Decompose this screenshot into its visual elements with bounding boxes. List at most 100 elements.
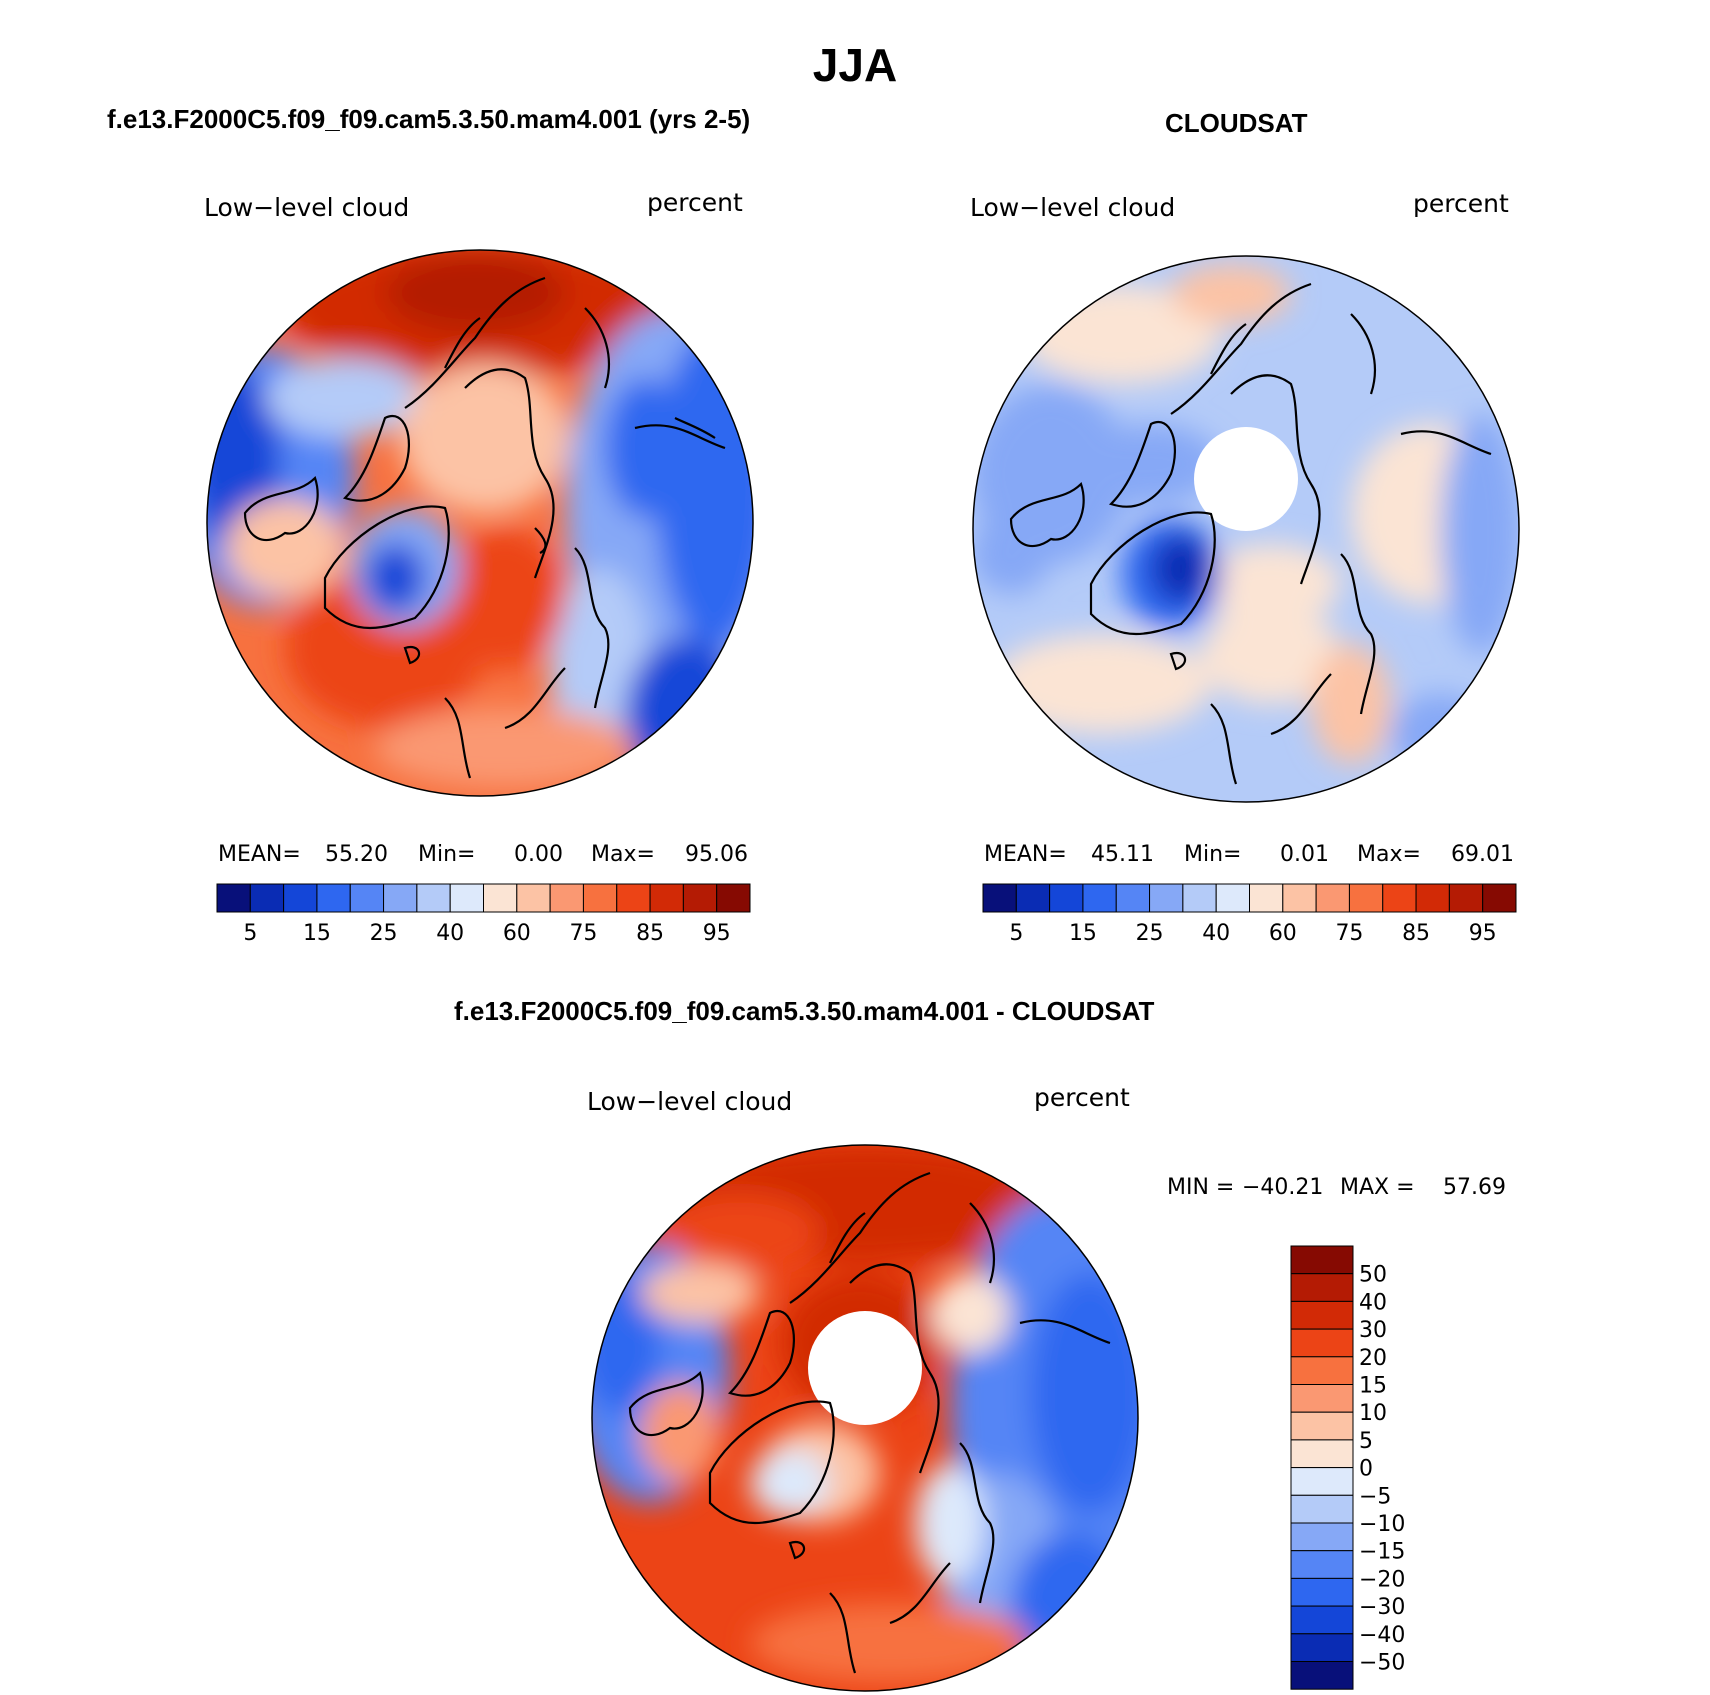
- colorbar-tick-label: 15: [303, 921, 331, 946]
- panel-3-max-value: 57.69: [1443, 1175, 1506, 1200]
- colorbar-box: [1290, 1522, 1354, 1552]
- panel-2-min-value: 0.01: [1280, 842, 1329, 867]
- colorbar-box: [1290, 1494, 1354, 1524]
- colorbar-box: [516, 883, 551, 913]
- panel-3-units-label: percent: [1034, 1083, 1130, 1112]
- colorbar-box: [1290, 1550, 1354, 1579]
- panel-1-min-label: Min=: [418, 842, 476, 867]
- colorbar-tick-label: 25: [1136, 921, 1164, 946]
- colorbar-tick-label: 75: [1335, 921, 1363, 946]
- colorbar-box: [1290, 1411, 1354, 1441]
- colorbar-box: [682, 883, 718, 913]
- panel-3-min-label: MIN =: [1167, 1175, 1235, 1200]
- colorbar-tick-label: 50: [1359, 1263, 1387, 1288]
- panel-3-min-value: −40.21: [1242, 1175, 1324, 1200]
- colorbar-box: [449, 883, 484, 913]
- colorbar-tick-label: −5: [1359, 1484, 1391, 1509]
- colorbar-tick-label: 5: [1009, 921, 1023, 946]
- colorbar-box: [649, 883, 684, 913]
- colorbar-box: [982, 883, 1017, 913]
- colorbar-tick-label: 95: [703, 921, 731, 946]
- figure-title: JJA: [812, 39, 898, 91]
- colorbar-box: [1290, 1633, 1354, 1662]
- colorbar-tick-label: −40: [1359, 1623, 1405, 1648]
- colorbar-box: [1315, 883, 1350, 913]
- colorbar-box: [1290, 1577, 1354, 1607]
- colorbar-tick-label: 85: [1402, 921, 1430, 946]
- colorbar-box: [1290, 1605, 1354, 1635]
- panel-1-max-label: Max=: [591, 842, 655, 867]
- colorbar-box: [1290, 1328, 1354, 1358]
- colorbar-box: [1290, 1245, 1354, 1275]
- colorbar-box: [316, 883, 351, 913]
- colorbar-box: [1249, 883, 1284, 913]
- colorbar-box: [1290, 1467, 1354, 1496]
- colorbar-box: [1482, 883, 1517, 913]
- colorbar-box: [582, 883, 618, 913]
- colorbar-tick-label: −30: [1359, 1595, 1405, 1620]
- colorbar-tick-label: 85: [636, 921, 664, 946]
- panel-1-colorbar: 5 15 25 40 60 75 85 95: [216, 883, 751, 946]
- colorbar-tick-label: 0: [1359, 1457, 1373, 1482]
- colorbar-tick-label: 75: [569, 921, 597, 946]
- colorbar-box: [1149, 883, 1184, 913]
- colorbar-tick-label: 40: [1359, 1290, 1387, 1315]
- colorbar-box: [1448, 883, 1484, 913]
- panel-1-min-value: 0.00: [514, 842, 563, 867]
- panel-1-variable-label: Low−level cloud: [204, 193, 410, 222]
- colorbar-box: [616, 883, 651, 913]
- colorbar-box: [416, 883, 451, 913]
- colorbar-box: [1015, 883, 1051, 913]
- panel-2-max-label: Max=: [1357, 842, 1421, 867]
- panel-1-polar-map: [206, 249, 754, 797]
- colorbar-box: [1215, 883, 1250, 913]
- panel-1-mean-label: MEAN=: [218, 842, 301, 867]
- colorbar-box: [483, 883, 518, 913]
- panel-2-variable-label: Low−level cloud: [970, 193, 1176, 222]
- colorbar-box: [1082, 883, 1117, 913]
- colorbar-tick-label: 40: [436, 921, 464, 946]
- colorbar-box: [1382, 883, 1417, 913]
- colorbar-box: [716, 883, 751, 913]
- colorbar-tick-label: 15: [1359, 1374, 1387, 1399]
- colorbar-box: [1290, 1273, 1354, 1302]
- colorbar-tick-label: 40: [1202, 921, 1230, 946]
- colorbar-box: [1290, 1300, 1354, 1330]
- panel-1-mean-value: 55.20: [325, 842, 388, 867]
- panel-3-variable-label: Low−level cloud: [587, 1087, 793, 1116]
- panel-1-max-value: 95.06: [685, 842, 748, 867]
- colorbar-tick-label: 5: [243, 921, 257, 946]
- panel-2-min-label: Min=: [1184, 842, 1242, 867]
- panel-3-max-label: MAX =: [1340, 1175, 1415, 1200]
- panel-1-units-label: percent: [647, 188, 743, 217]
- colorbar-tick-label: 25: [370, 921, 398, 946]
- colorbar-box: [283, 883, 318, 913]
- panel-2-polar-map: [972, 255, 1520, 803]
- colorbar-tick-label: −15: [1359, 1540, 1405, 1565]
- colorbar-box: [1290, 1439, 1354, 1469]
- panel-2-mean-label: MEAN=: [984, 842, 1067, 867]
- panel-2-mean-value: 45.11: [1091, 842, 1154, 867]
- colorbar-box: [383, 883, 418, 913]
- colorbar-tick-label: 95: [1469, 921, 1497, 946]
- colorbar-tick-label: 15: [1069, 921, 1097, 946]
- panel-2-title: CLOUDSAT: [1165, 108, 1308, 138]
- colorbar-tick-label: −20: [1359, 1567, 1405, 1592]
- colorbar-tick-label: −50: [1359, 1651, 1405, 1676]
- colorbar-box: [1290, 1356, 1354, 1386]
- colorbar-tick-label: −10: [1359, 1512, 1405, 1537]
- colorbar-box: [1348, 883, 1384, 913]
- colorbar-box: [1415, 883, 1450, 913]
- colorbar-box: [549, 883, 584, 913]
- colorbar-tick-label: 60: [1269, 921, 1297, 946]
- colorbar-tick-label: 30: [1359, 1318, 1387, 1343]
- panel-1-title: f.e13.F2000C5.f09_f09.cam5.3.50.mam4.001…: [107, 104, 751, 134]
- colorbar-box: [1182, 883, 1217, 913]
- colorbar-box: [349, 883, 385, 913]
- colorbar-box: [1290, 1661, 1354, 1690]
- colorbar-box: [1049, 883, 1084, 913]
- colorbar-tick-label: 60: [503, 921, 531, 946]
- colorbar-box: [216, 883, 251, 913]
- panel-2-units-label: percent: [1413, 189, 1509, 218]
